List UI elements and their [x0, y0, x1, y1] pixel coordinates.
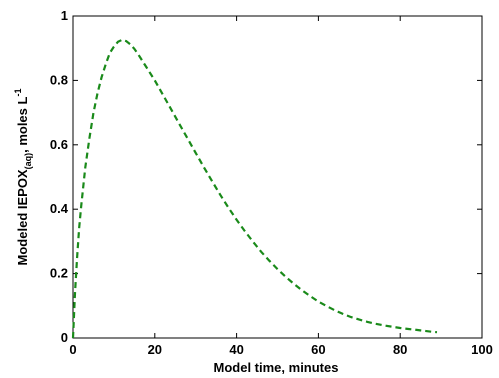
x-axis-title: Model time, minutes	[214, 360, 339, 375]
y-axis-title-main: Modeled IEPOX	[15, 169, 30, 265]
y-tick-label: 0.8	[50, 72, 68, 87]
x-tick-label: 40	[229, 342, 243, 357]
x-tick-label: 0	[69, 342, 76, 357]
y-tick-label: 0.6	[50, 137, 68, 152]
y-tick-label: 1	[61, 8, 68, 23]
y-axis-title-superscript: -1	[13, 89, 23, 97]
y-axis-title-subscript: (aq)	[23, 153, 33, 170]
y-axis-title: Modeled IEPOX(aq), moles L-1	[13, 89, 33, 266]
y-tick-label: 0.2	[50, 266, 68, 281]
y-tick-label: 0	[61, 330, 68, 345]
series-line	[71, 38, 438, 339]
x-tick-labels: 0 20 40 60 80 100	[69, 342, 492, 357]
x-tick-label: 20	[148, 342, 162, 357]
y-axis-title-units: , moles L	[15, 96, 30, 152]
x-tick-label: 60	[311, 342, 325, 357]
x-tick-label: 100	[471, 342, 493, 357]
y-tick-labels: 0 0.2 0.4 0.6 0.8 1	[50, 8, 69, 345]
y-tick-label: 0.4	[50, 201, 69, 216]
x-tick-label: 80	[393, 342, 407, 357]
axis-ticks	[72, 15, 483, 339]
plot-area	[72, 15, 483, 339]
